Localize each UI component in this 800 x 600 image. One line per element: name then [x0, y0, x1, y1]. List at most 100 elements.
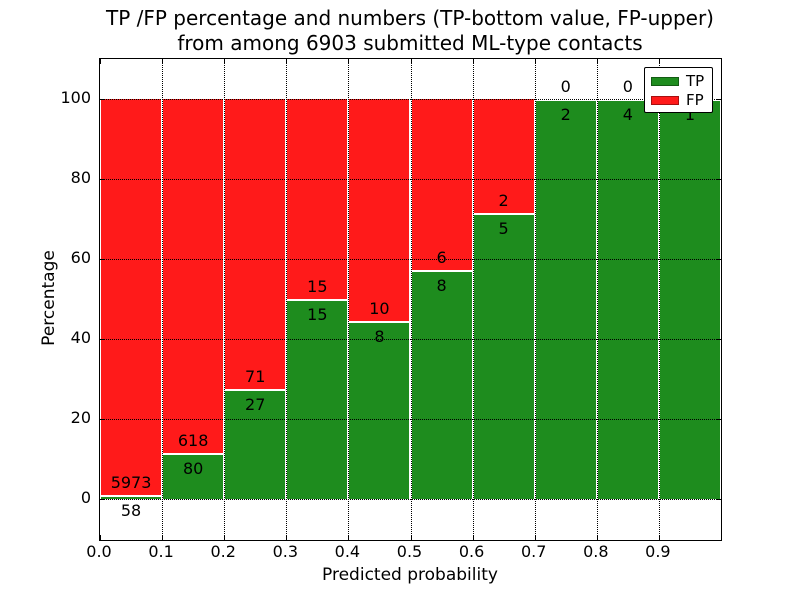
y-tick-mark — [100, 259, 105, 260]
y-tick-mark — [100, 419, 105, 420]
y-tick-mark — [716, 259, 721, 260]
chart-title: TP /FP percentage and numbers (TP-bottom… — [99, 6, 721, 56]
tp-bar-segment — [659, 99, 720, 499]
tp-count-label: 8 — [374, 327, 385, 347]
fp-bar-segment — [411, 99, 472, 271]
x-tick-mark — [596, 535, 598, 540]
tp-bar-segment — [597, 99, 658, 499]
x-tick-mark — [100, 535, 101, 540]
y-tick-mark — [716, 179, 721, 180]
x-tick-mark — [348, 59, 350, 64]
y-tick-mark — [716, 339, 721, 340]
y-tick-label: 0 — [80, 488, 91, 507]
y-gridline — [100, 259, 721, 260]
y-tick-label: 40 — [70, 328, 91, 347]
fp-count-label: 0 — [560, 77, 571, 96]
tp-count-label: 80 — [182, 459, 204, 479]
legend-row-fp: FP — [651, 91, 706, 110]
tp-count-label: 4 — [622, 105, 633, 124]
fp-bar-segment — [101, 99, 162, 496]
x-gridline — [658, 59, 660, 540]
x-tick-mark — [534, 59, 536, 64]
y-gridline — [100, 339, 721, 340]
x-tick-mark — [224, 59, 226, 64]
y-gridline — [100, 499, 721, 500]
legend: TP FP — [644, 67, 713, 113]
fp-bar-segment — [225, 99, 286, 389]
fp-bar-segment — [163, 99, 224, 454]
x-tick-label: 0.0 — [86, 542, 112, 561]
fp-count-label: 15 — [307, 277, 328, 296]
tp-count-label: 15 — [307, 305, 328, 324]
x-gridline — [162, 59, 164, 540]
tp-count-label: 5 — [498, 219, 509, 239]
y-tick-mark — [100, 99, 105, 100]
y-gridline — [100, 99, 721, 100]
fp-count-label: 71 — [245, 366, 266, 386]
x-tick-mark — [348, 535, 350, 540]
fp-swatch-icon — [651, 96, 679, 105]
tp-bar-segment — [349, 321, 410, 499]
tp-bar-segment — [101, 495, 162, 499]
x-tick-mark — [658, 535, 660, 540]
y-tick-mark — [100, 339, 105, 340]
y-tick-label: 60 — [70, 248, 91, 267]
tp-count-label: 8 — [436, 276, 447, 296]
tp-bar-segment — [535, 99, 596, 499]
x-tick-label: 0.2 — [210, 542, 236, 561]
x-tick-label: 0.7 — [520, 542, 547, 561]
x-tick-mark — [286, 535, 288, 540]
y-tick-mark — [100, 179, 105, 180]
x-tick-mark — [658, 59, 660, 64]
x-gridline — [224, 59, 226, 540]
x-tick-mark — [286, 59, 288, 64]
x-tick-label: 0.6 — [458, 542, 485, 561]
x-tick-mark — [100, 59, 101, 64]
x-tick-mark — [162, 59, 164, 64]
tp-bar-segment — [411, 270, 472, 499]
tp-bar-segment — [225, 388, 286, 499]
x-tick-label: 0.5 — [396, 542, 423, 561]
fp-count-label: 6 — [436, 248, 447, 268]
x-tick-mark — [162, 535, 164, 540]
tp-count-label: 1 — [684, 105, 696, 124]
y-tick-mark — [716, 99, 721, 100]
tp-bar-segment — [287, 299, 348, 499]
y-tick-mark — [100, 499, 105, 500]
legend-label-tp: TP — [686, 72, 705, 90]
fp-count-label: 0 — [622, 77, 633, 96]
y-tick-label: 80 — [70, 168, 91, 187]
x-tick-label: 0.1 — [148, 542, 174, 561]
x-gridline — [348, 59, 350, 540]
tp-count-label: 27 — [245, 394, 266, 414]
tp-bar-segment — [163, 453, 224, 499]
x-gridline — [410, 59, 412, 540]
tp-swatch-icon — [651, 77, 679, 86]
fp-count-label: 10 — [369, 299, 390, 319]
x-gridline — [596, 59, 598, 540]
x-gridline — [286, 59, 288, 540]
fp-count-label: 2 — [498, 191, 509, 211]
x-tick-mark — [224, 535, 226, 540]
tp-count-label: 58 — [120, 501, 142, 521]
x-tick-label: 0.3 — [272, 542, 299, 561]
legend-label-fp: FP — [686, 91, 704, 109]
fp-bar-segment — [287, 99, 348, 299]
x-tick-mark — [534, 535, 536, 540]
x-tick-mark — [472, 59, 474, 64]
y-tick-label: 100 — [60, 88, 91, 107]
x-tick-mark — [410, 535, 412, 540]
x-gridline — [534, 59, 536, 540]
fp-count-label: 618 — [177, 431, 209, 451]
chart-title-line-2: from among 6903 submitted ML-type contac… — [177, 31, 643, 55]
x-tick-mark — [596, 59, 598, 64]
fp-bar-segment — [349, 99, 410, 322]
y-tick-mark — [716, 499, 721, 500]
tp-bar-segment — [473, 213, 534, 499]
x-axis-label: Predicted probability — [322, 565, 498, 585]
x-tick-mark — [472, 535, 474, 540]
tp-count-label: 2 — [560, 105, 571, 124]
fp-bar-segment — [473, 99, 534, 214]
x-gridline — [472, 59, 474, 540]
x-tick-mark — [410, 59, 412, 64]
